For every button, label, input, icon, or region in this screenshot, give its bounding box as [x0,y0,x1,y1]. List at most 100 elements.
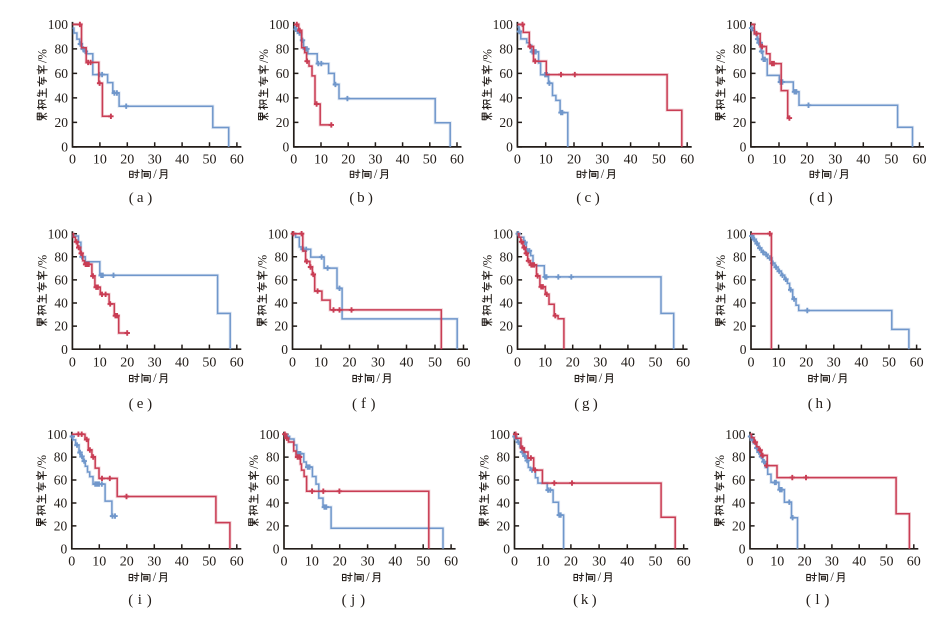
svg-text:30: 30 [148,356,162,371]
svg-text:40: 40 [733,91,747,106]
svg-text:80: 80 [497,450,511,465]
svg-text:/: / [598,570,602,584]
svg-text:60: 60 [733,273,747,288]
svg-text:/: / [601,167,605,181]
svg-text:60: 60 [55,66,69,81]
svg-text:50: 50 [882,356,896,371]
svg-text:/%: /% [481,255,495,269]
svg-text:/: / [153,167,157,181]
svg-text:/%: /% [36,255,50,269]
svg-text:b: b [357,190,365,206]
svg-text:): ) [368,190,373,206]
svg-text:10: 10 [314,356,328,371]
svg-text:0: 0 [511,555,518,570]
svg-text:30: 30 [828,153,842,168]
svg-text:0: 0 [747,555,754,570]
svg-text:20: 20 [120,153,134,168]
svg-text:20: 20 [567,153,581,168]
svg-text:(: ( [342,593,347,609]
svg-text:10: 10 [305,555,319,570]
svg-text:40: 40 [733,296,747,311]
svg-text:40: 40 [852,555,866,570]
svg-text:10: 10 [538,356,552,371]
svg-text:60: 60 [275,273,289,288]
svg-text:40: 40 [175,356,189,371]
svg-text:30: 30 [593,356,607,371]
svg-text:/%: /% [36,49,50,63]
svg-text:): ) [824,593,829,609]
svg-text:60: 60 [677,555,691,570]
svg-text:0: 0 [283,140,290,155]
svg-text:50: 50 [428,356,442,371]
svg-text:60: 60 [230,153,244,168]
svg-text:30: 30 [361,555,375,570]
svg-text:40: 40 [499,91,513,106]
svg-text:j: j [350,592,355,608]
svg-text:0: 0 [61,140,68,155]
svg-text:(: ( [129,190,134,206]
svg-text:0: 0 [740,140,747,155]
svg-text:40: 40 [175,153,189,168]
svg-text:20: 20 [341,153,355,168]
svg-text:60: 60 [230,356,244,371]
svg-text:/%: /% [714,255,728,269]
svg-text:0: 0 [68,555,75,570]
svg-text:(: ( [352,396,357,412]
svg-text:): ) [147,190,152,206]
svg-text:20: 20 [566,356,580,371]
svg-text:50: 50 [202,356,216,371]
svg-text:60: 60 [266,473,280,488]
svg-text:(: ( [129,396,134,412]
svg-text:40: 40 [624,153,638,168]
svg-text:40: 40 [854,356,868,371]
svg-text:80: 80 [499,42,513,57]
svg-text:): ) [593,396,598,412]
svg-text:60: 60 [54,273,68,288]
svg-text:0: 0 [748,356,755,371]
svg-text:40: 40 [400,356,414,371]
svg-text:): ) [592,593,597,609]
svg-text:20: 20 [120,555,134,570]
svg-text:80: 80 [54,249,68,264]
svg-text:/: / [153,570,157,584]
svg-text:40: 40 [497,496,511,511]
svg-text:0: 0 [747,153,754,168]
svg-text:60: 60 [676,356,690,371]
svg-text:100: 100 [726,17,747,32]
svg-text:40: 40 [500,296,514,311]
svg-text:30: 30 [368,153,382,168]
svg-text:20: 20 [276,115,290,130]
svg-text:(: ( [574,396,579,412]
svg-text:40: 40 [54,496,68,511]
svg-text:0: 0 [514,153,521,168]
svg-text:80: 80 [732,450,746,465]
svg-text:20: 20 [564,555,578,570]
svg-text:80: 80 [733,42,747,57]
svg-text:c: c [584,190,591,206]
svg-text:g: g [582,396,590,412]
svg-text:20: 20 [499,115,513,130]
svg-text:80: 80 [266,450,280,465]
svg-text:l: l [815,592,819,608]
svg-text:/%: /% [713,455,727,469]
svg-text:10: 10 [314,153,328,168]
svg-text:100: 100 [490,427,511,442]
svg-text:(: ( [128,593,133,609]
svg-text:k: k [581,592,589,608]
svg-text:/%: /% [714,49,728,63]
svg-text:60: 60 [500,273,514,288]
svg-text:0: 0 [61,342,68,357]
svg-text:/%: /% [256,255,270,269]
svg-text:a: a [137,190,144,206]
svg-text:40: 40 [732,496,746,511]
svg-text:10: 10 [536,555,550,570]
svg-text:20: 20 [497,519,511,534]
svg-text:0: 0 [503,541,510,556]
svg-text:40: 40 [621,356,635,371]
svg-text:60: 60 [230,555,244,570]
svg-text:f: f [361,396,366,412]
svg-text:i: i [138,592,142,608]
svg-text:50: 50 [423,153,437,168]
svg-text:50: 50 [884,153,898,168]
svg-text:80: 80 [54,450,68,465]
